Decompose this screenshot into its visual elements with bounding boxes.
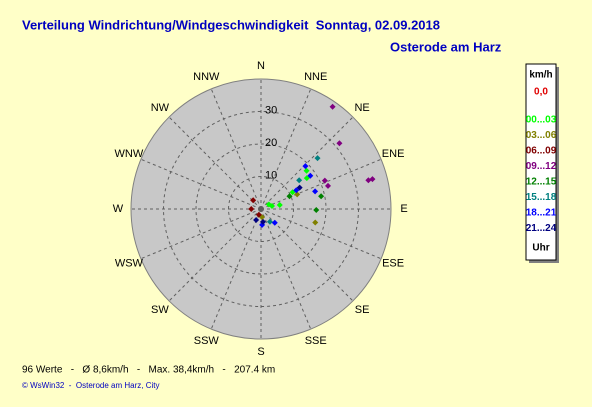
spoke: [260, 208, 382, 260]
spoke: [168, 116, 262, 210]
wind-point: [303, 167, 310, 174]
wind-point: [365, 177, 372, 184]
copyright: © WsWin32 - Osterode am Harz, City: [22, 381, 159, 390]
location: Osterode am Harz: [390, 39, 502, 54]
wind-point: [313, 206, 320, 213]
legend-entry: 12...15: [526, 177, 557, 188]
wind-point: [329, 103, 336, 110]
direction-label: S: [257, 346, 264, 358]
direction-label: ENE: [382, 148, 405, 160]
direction-label: ESE: [382, 258, 404, 270]
direction-label: WNW: [115, 148, 144, 160]
legend-entry: 06...09: [526, 146, 557, 157]
legend-entry: 15...18: [526, 192, 557, 203]
wind-point: [250, 197, 257, 204]
wind-point: [265, 201, 272, 208]
legend-footer: Uhr: [532, 243, 549, 254]
direction-label: WSW: [115, 258, 144, 270]
wind-point: [336, 140, 343, 147]
wind-point: [318, 193, 325, 200]
direction-label: NNW: [193, 71, 220, 83]
wind-point: [296, 184, 303, 191]
direction-label: NE: [354, 102, 369, 114]
direction-label: SE: [355, 304, 370, 316]
spoke: [260, 158, 382, 210]
wind-point: [260, 218, 267, 225]
spoke: [210, 208, 262, 330]
legend-entry: 21...24: [526, 223, 557, 234]
direction-label: SW: [151, 304, 169, 316]
wind-point: [286, 193, 293, 200]
ring-label: 30: [265, 104, 277, 116]
wind-point: [294, 191, 301, 198]
spoke: [260, 208, 312, 330]
wind-point: [271, 219, 278, 226]
legend-entry: 03...06: [526, 130, 557, 141]
ring: [195, 143, 327, 275]
legend-entry: 00...03: [526, 115, 557, 126]
spoke: [140, 208, 262, 260]
wind-point: [248, 206, 255, 212]
legend-entry: 09...12: [526, 161, 557, 172]
spoke: [140, 158, 262, 210]
spoke: [168, 208, 262, 302]
direction-label: NNE: [304, 71, 327, 83]
chart-title: Verteilung Windrichtung/Windgeschwindigk…: [22, 17, 440, 32]
wind-point: [307, 172, 314, 179]
spoke: [260, 208, 354, 302]
direction-label: SSW: [194, 335, 220, 347]
wind-point: [312, 188, 319, 195]
direction-label: SSE: [305, 335, 327, 347]
legend-calm: 0,0: [534, 87, 548, 98]
wind-point: [302, 163, 309, 170]
wind-point: [276, 202, 283, 209]
direction-label: NW: [151, 102, 170, 114]
wind-point: [312, 219, 319, 226]
direction-label: W: [113, 203, 124, 215]
ring-label: 10: [265, 169, 277, 181]
legend-box: [525, 63, 557, 261]
ring-label: 20: [265, 137, 277, 149]
wind-point: [314, 155, 321, 162]
wind-point: [255, 211, 262, 218]
direction-label: E: [400, 203, 407, 215]
legend-title: km/h: [529, 70, 552, 81]
wind-point: [293, 187, 300, 194]
legend-entry: 18...21: [526, 208, 557, 219]
wind-point: [253, 216, 260, 223]
spoke: [210, 88, 262, 210]
spoke: [260, 116, 354, 210]
wind-point: [321, 177, 328, 184]
footer: 96 Werte - Ø 8,6km/h - Max. 38,4km/h - 2…: [22, 365, 275, 376]
spoke: [260, 88, 312, 210]
wind-point: [266, 218, 273, 225]
wind-point: [324, 182, 331, 189]
direction-label: N: [257, 60, 265, 72]
wind-point: [296, 177, 303, 184]
